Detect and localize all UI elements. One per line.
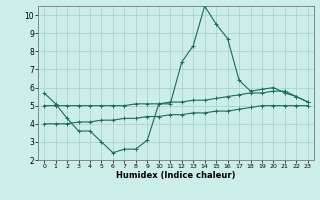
X-axis label: Humidex (Indice chaleur): Humidex (Indice chaleur) bbox=[116, 171, 236, 180]
